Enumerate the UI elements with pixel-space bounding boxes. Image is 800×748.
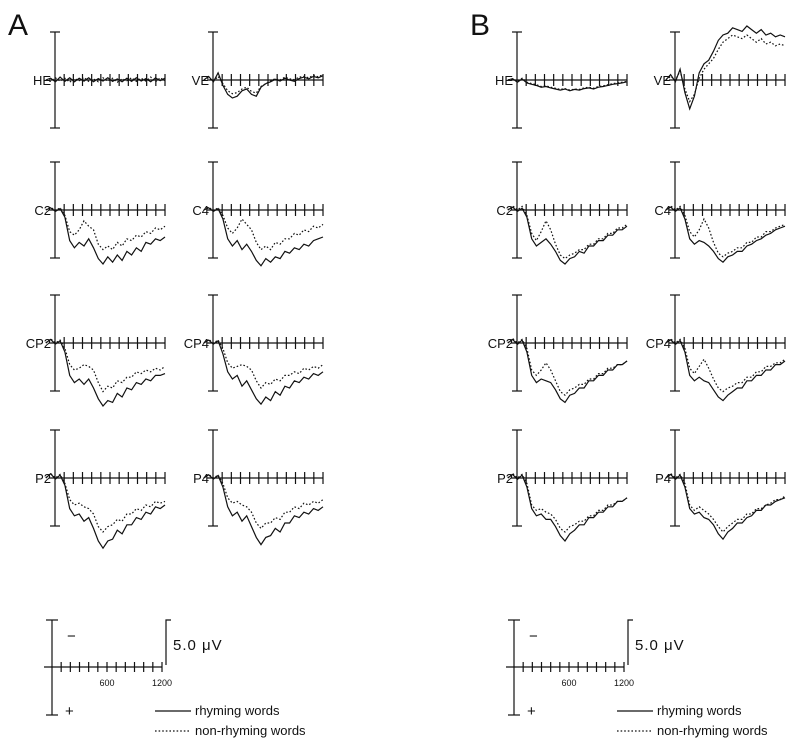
waveform-rhyming-b-ve [665,25,786,111]
waveform-non-rhyming-a-he [45,76,166,83]
negative-polarity-label: − [67,628,77,645]
legend-label-non-rhyming: non-rhyming words [195,723,306,738]
waveforms-layer [45,25,786,550]
channel-label-a-p2: P2 [35,471,51,486]
waveform-rhyming-b-c4 [665,206,786,264]
waveform-rhyming-a-c2 [45,207,166,265]
channel-label-b-he: HE [495,73,513,88]
channel-label-b-p4: P4 [655,471,671,486]
waveform-rhyming-b-cp4 [665,339,786,402]
waveform-non-rhyming-b-cp2 [507,337,628,397]
channel-label-b-c2: C2 [496,203,513,218]
channel-label-b-p2: P2 [497,471,513,486]
waveform-rhyming-b-c2 [507,206,628,265]
channel-label-a-ve: VE [192,73,210,88]
voltage-scale-bar [165,619,171,665]
panel-label-a: A [8,9,28,42]
waveform-non-rhyming-b-c2 [507,204,628,260]
waveform-non-rhyming-a-p2 [45,472,166,533]
waveform-rhyming-b-cp2 [507,338,628,404]
channel-label-b-c4: C4 [654,203,671,218]
waveform-non-rhyming-a-c2 [45,206,166,251]
waveform-non-rhyming-a-p4 [203,473,324,530]
negative-polarity-label: − [529,628,539,645]
scale-x-tick-label-600: 600 [99,678,114,688]
waveform-non-rhyming-b-cp4 [665,337,786,393]
waveform-non-rhyming-b-p4 [665,472,786,533]
waveform-rhyming-a-p2 [45,472,166,550]
channel-label-a-p4: P4 [193,471,209,486]
voltage-scale-label: 5.0 μV [635,637,685,654]
waveform-non-rhyming-a-cp2 [45,337,166,393]
voltage-scale-bar [627,619,633,665]
voltage-scale-label: 5.0 μV [173,637,223,654]
channel-label-a-he: HE [33,73,51,88]
axes-layer [44,31,786,732]
channel-label-b-cp4: CP4 [646,336,671,351]
positive-polarity-label: + [527,703,537,720]
legend-label-rhyming: rhyming words [657,703,742,718]
channel-label-a-c2: C2 [34,203,51,218]
positive-polarity-label: + [65,703,75,720]
text-layer: A HE VE C2 C4 CP2 CP4 P2 P4 600 1200 − +5.0 μV rhymin… [8,9,768,738]
legend-label-non-rhyming: non-rhyming words [657,723,768,738]
waveform-rhyming-a-c4 [203,207,324,267]
scale-x-tick-label-600: 600 [561,678,576,688]
channel-label-a-cp4: CP4 [184,336,209,351]
waveform-rhyming-a-cp2 [45,338,166,407]
channel-label-b-cp2: CP2 [488,336,513,351]
panel-label-b: B [470,9,490,42]
waveform-rhyming-b-p4 [665,473,786,541]
scale-x-tick-label-1200: 1200 [152,678,172,688]
waveform-rhyming-b-he [507,77,628,92]
legend-label-rhyming: rhyming words [195,703,280,718]
waveform-non-rhyming-b-he [507,77,628,91]
channel-label-b-ve: VE [654,73,672,88]
channel-label-a-c4: C4 [192,203,209,218]
scale-x-tick-label-1200: 1200 [614,678,634,688]
waveform-rhyming-b-p2 [507,473,628,542]
waveform-rhyming-a-ve [203,71,324,99]
waveform-non-rhyming-b-ve [665,34,786,103]
waveform-non-rhyming-b-p2 [507,472,628,533]
channel-label-a-cp2: CP2 [26,336,51,351]
waveform-non-rhyming-b-c4 [665,204,786,258]
waveform-rhyming-a-cp4 [203,339,324,406]
waveform-rhyming-a-p4 [203,474,324,546]
waveform-non-rhyming-a-cp4 [203,338,324,389]
waveform-rhyming-a-he [45,76,166,83]
